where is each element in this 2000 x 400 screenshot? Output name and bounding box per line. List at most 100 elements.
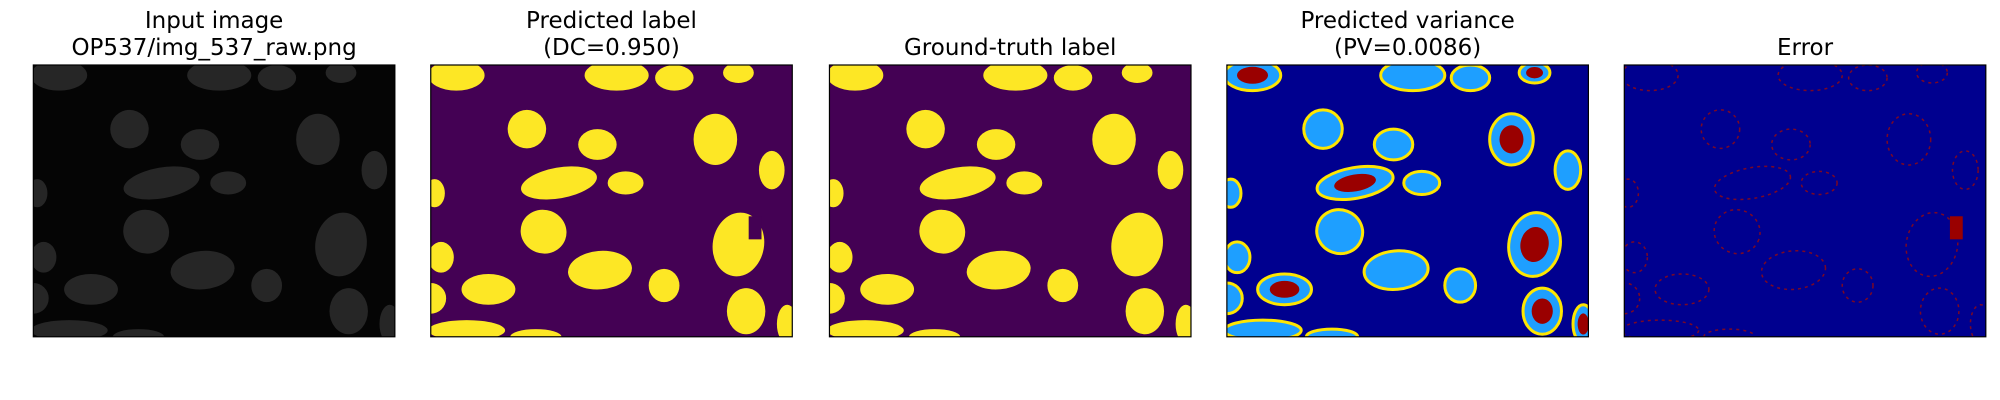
panel-title: Ground-truth label: [904, 35, 1116, 61]
panel-image: [829, 65, 1191, 337]
panel-title: Error: [1777, 35, 1834, 61]
nucleus: [908, 329, 961, 337]
nucleus: [966, 250, 1031, 290]
error-outline: [1800, 170, 1838, 196]
panel-image: [430, 65, 793, 337]
error-outline: [1951, 150, 1979, 191]
nucleus: [520, 166, 597, 200]
nucleus: [430, 282, 447, 314]
nucleus: [430, 241, 454, 273]
nucleus: [723, 65, 754, 83]
nucleus: [461, 273, 516, 305]
panel-frame: [1226, 64, 1589, 338]
nucleus: [829, 282, 845, 314]
panel-title: Predicted label: [526, 8, 697, 34]
nucleus: [257, 65, 297, 91]
nucleus: [976, 129, 1016, 160]
image-background: [1624, 65, 1986, 337]
error-outline: [1847, 65, 1888, 92]
panel-frame: [32, 64, 396, 338]
nucleus: [726, 288, 766, 335]
panel-title: Input image: [145, 8, 284, 34]
nucleus: [983, 65, 1048, 91]
nucleus: [251, 268, 283, 303]
nucleus: [110, 109, 149, 149]
hole: [748, 216, 762, 240]
nucleus: [1372, 127, 1415, 162]
error-outline: [1624, 65, 1679, 92]
error-patch: [1949, 216, 1963, 240]
nucleus: [507, 109, 547, 149]
variance-core: [1269, 280, 1300, 298]
nucleus: [829, 320, 904, 337]
variance-core: [1499, 125, 1524, 154]
nucleus: [1121, 65, 1153, 83]
nucleus: [430, 65, 485, 91]
nucleus: [1449, 65, 1492, 93]
nucleus: [1006, 171, 1043, 195]
panel-title: Predicted variance: [1300, 8, 1514, 34]
nucleus: [430, 320, 506, 337]
nucleus: [1379, 65, 1447, 93]
nucleus: [919, 209, 966, 254]
nucleus: [1226, 177, 1243, 209]
nucleus: [170, 250, 235, 290]
nucleus: [296, 113, 340, 165]
nucleus: [829, 179, 844, 208]
nucleus: [758, 150, 785, 190]
nucleus: [1402, 169, 1442, 196]
nucleus: [568, 250, 632, 290]
error-outline: [1624, 241, 1649, 274]
error-outline: [1654, 273, 1710, 306]
error-outline: [1969, 303, 1986, 337]
nucleus: [1092, 113, 1136, 165]
nucleus: [1125, 288, 1165, 335]
nucleus: [510, 329, 562, 337]
nucleus: [1553, 149, 1583, 191]
variance-core: [1531, 298, 1553, 324]
nucleus: [1175, 304, 1191, 337]
nucleus: [1362, 249, 1430, 291]
nucleus: [210, 171, 247, 195]
nucleus: [33, 320, 108, 337]
nucleus: [1226, 240, 1252, 275]
nucleus: [1302, 108, 1344, 150]
panel-frame: [1623, 64, 1987, 338]
error-outline: [1713, 165, 1792, 201]
nucleus: [379, 304, 395, 337]
nucleus: [584, 65, 649, 91]
nucleus: [693, 113, 738, 165]
error-outline: [1770, 128, 1811, 161]
variance-core: [1520, 226, 1549, 263]
nucleus: [1226, 281, 1244, 316]
nucleus: [315, 212, 367, 277]
nucleus: [123, 166, 200, 200]
error-outline: [1841, 268, 1874, 303]
nucleus: [860, 273, 915, 305]
panel-frame: [828, 64, 1192, 338]
error-outline: [1624, 319, 1700, 337]
error-outline: [1777, 65, 1843, 92]
error-outline: [1886, 112, 1932, 166]
error-outline: [1919, 287, 1960, 335]
nucleus: [906, 109, 945, 149]
nucleus: [180, 129, 220, 160]
panel-title: (DC=0.950): [543, 35, 680, 61]
nucleus: [919, 166, 996, 200]
nucleus: [607, 171, 644, 195]
nucleus: [187, 65, 252, 91]
nucleus: [1304, 327, 1360, 337]
error-outline: [1700, 109, 1741, 150]
panel-image: [1624, 65, 1986, 337]
nucleus: [325, 65, 357, 83]
nucleus: [648, 268, 680, 303]
nucleus: [1157, 150, 1184, 190]
nucleus: [112, 329, 165, 337]
nucleus: [1053, 65, 1093, 91]
panel-title: OP537/img_537_raw.png: [71, 35, 356, 61]
variance-core: [1526, 67, 1544, 79]
variance-core: [1237, 66, 1269, 84]
variance-core: [1334, 173, 1376, 193]
nucleus: [33, 241, 57, 273]
